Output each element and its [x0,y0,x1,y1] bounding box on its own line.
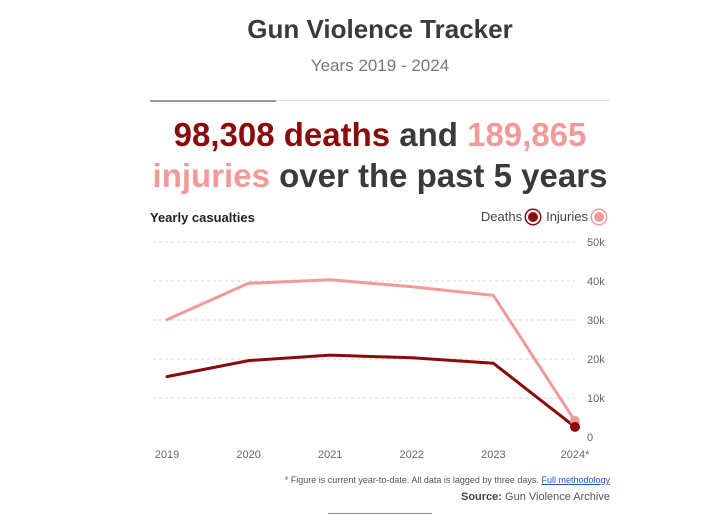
page-subtitle: Years 2019 - 2024 [310,56,450,75]
methodology-link[interactable]: Full methodology [541,475,610,485]
headline-connector: and [399,116,458,153]
headline: 98,308 deaths and 189,865 injuries over … [150,114,610,196]
headline-deaths: 98,308 deaths [173,116,391,153]
endpoint-marker-deaths [570,421,580,432]
series-line-deaths [165,353,577,429]
y-tick-label: 40k [587,276,605,288]
x-tick-label: 2022 [400,449,424,461]
y-tick-label: 30k [587,315,605,327]
series-line-injuries [165,278,577,423]
x-tick-label: 2024* [561,449,590,461]
legend-dot-deaths-icon [528,211,539,222]
x-tick-label: 2023 [481,449,505,461]
legend-dot-injuries-icon [594,211,604,222]
source-label: Source: [460,491,502,503]
x-tick-label: 2019 [155,449,179,461]
footnote-text: * Figure is current year-to-date. All da… [284,475,539,485]
divider-accent [150,100,276,102]
headline-injuries-word: injuries [152,157,270,194]
divider [150,100,610,101]
legend-label-deaths: Deaths [480,209,523,224]
source-line: Source: Gun Violence Archive [461,491,610,503]
headline-rest: over the past 5 years [279,157,608,194]
legend-item-deaths: Deaths [480,209,539,224]
legend-item-injuries: Injuries [546,209,604,224]
source-name: Gun Violence Archive [505,491,610,503]
y-tick-label: 10k [587,393,605,405]
y-tick-label: 50k [587,237,605,249]
legend-label-injuries: Injuries [546,209,588,224]
y-tick-label: 0 [587,432,593,444]
chart-legend: Deaths Injuries [473,209,604,224]
page-title: Gun Violence Tracker [247,14,513,44]
headline-injuries-count: 189,865 [467,116,587,153]
bottom-divider [328,513,432,514]
y-tick-label: 20k [587,354,605,366]
x-tick-label: 2020 [236,449,260,461]
line-chart: 0 10k 20k 30k 40k 50k 2019 2020 2021 2022 2023 2024… [153,237,605,461]
x-tick-label: 2021 [318,449,342,461]
footnote: * Figure is current year-to-date. All da… [285,475,610,485]
chart-title: Yearly casualties [150,210,255,225]
